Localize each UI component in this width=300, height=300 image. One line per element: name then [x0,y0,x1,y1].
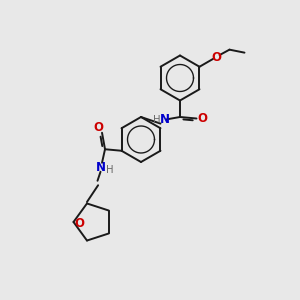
Text: H: H [153,115,160,125]
Text: O: O [93,121,103,134]
Text: H: H [106,165,113,175]
Text: O: O [74,217,84,230]
Text: O: O [197,112,207,125]
Text: N: N [95,161,106,174]
Text: N: N [159,113,170,127]
Text: O: O [211,51,221,64]
